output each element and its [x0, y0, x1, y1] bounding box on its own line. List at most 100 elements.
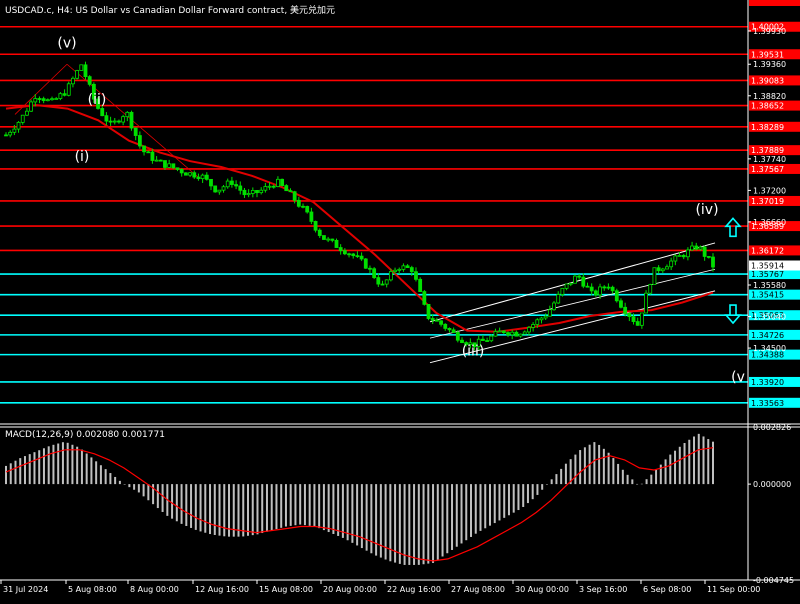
- candle-body: [481, 338, 485, 341]
- candle-body: [627, 313, 632, 318]
- macd-signal-line: [5, 447, 714, 562]
- candle-body: [376, 277, 381, 285]
- candle-body: [644, 292, 648, 314]
- macd-histogram-bar: [218, 484, 221, 536]
- macd-histogram-bar: [351, 484, 354, 543]
- candle-body: [418, 278, 423, 292]
- macd-histogram-bar: [417, 484, 420, 565]
- candle-body: [58, 93, 63, 99]
- candle-body: [602, 286, 607, 289]
- macd-histogram-bar: [564, 463, 567, 485]
- level-price-label: 1.35767: [751, 270, 784, 279]
- price-tick-label: 1.36660: [753, 218, 786, 227]
- candle-body: [510, 331, 515, 336]
- candle-body: [447, 328, 452, 331]
- top-edge-price-tag: [749, 0, 800, 6]
- candle-body: [37, 98, 42, 100]
- macd-histogram-bar: [123, 484, 126, 485]
- macd-histogram-bar: [299, 484, 302, 525]
- level-price-label: 1.37567: [751, 165, 784, 174]
- current-price-label: 1.35914: [751, 261, 784, 270]
- level-price-label: 1.37889: [751, 146, 784, 155]
- macd-histogram-bar: [313, 484, 316, 527]
- candle-body: [527, 327, 531, 333]
- macd-histogram-bar: [455, 484, 458, 547]
- candle-body: [150, 151, 155, 161]
- candle-body: [384, 279, 389, 285]
- candle-body: [91, 83, 96, 100]
- macd-histogram-bar: [451, 484, 454, 550]
- macd-histogram-bar: [19, 458, 22, 485]
- candle-body: [673, 255, 678, 262]
- macd-histogram-bar: [133, 484, 136, 490]
- candle-body: [121, 116, 126, 123]
- level-price-tag: [749, 21, 800, 32]
- level-price-tag: [749, 75, 800, 86]
- macd-histogram-bar: [626, 474, 629, 485]
- chart-title: USDCAD.c, H4: US Dollar vs Canadian Doll…: [5, 6, 336, 16]
- candle-body: [296, 199, 301, 207]
- candle-body: [71, 77, 75, 85]
- channel-middle-line[interactable]: [429, 268, 716, 339]
- macd-histogram-bar: [460, 484, 463, 544]
- level-price-tag: [749, 195, 800, 206]
- level-price-tag: [749, 310, 800, 321]
- candle-body: [96, 98, 100, 109]
- macd-histogram-bar: [650, 474, 653, 485]
- candle-body: [514, 331, 519, 337]
- macd-histogram-bar: [42, 448, 45, 485]
- candle-body: [83, 64, 88, 78]
- time-tick-label: 8 Aug 00:00: [130, 585, 179, 594]
- candle-body: [246, 193, 251, 196]
- macd-histogram-bar: [541, 484, 544, 490]
- macd-histogram-bar: [85, 453, 88, 485]
- time-tick-label: 11 Sep 00:00: [707, 585, 760, 594]
- macd-histogram-bar: [90, 457, 93, 485]
- macd-histogram-bar: [555, 474, 558, 485]
- candle-body: [301, 205, 305, 208]
- macd-histogram-bar: [322, 484, 325, 531]
- macd-histogram-bar: [137, 484, 140, 493]
- candle-body: [263, 186, 268, 191]
- candle-body: [204, 174, 209, 180]
- candle-body: [648, 284, 653, 294]
- candle-body: [639, 312, 644, 326]
- wave-label: (iv): [695, 202, 718, 218]
- channel-upper-line[interactable]: [429, 242, 716, 323]
- candle-body: [422, 291, 427, 305]
- macd-histogram-bar: [251, 484, 254, 536]
- candle-body: [255, 190, 259, 194]
- macd-histogram-bar: [237, 484, 240, 537]
- price-tick-label: 1.38820: [753, 92, 786, 101]
- macd-histogram-bar: [441, 484, 444, 557]
- level-price-label: 1.39083: [751, 76, 784, 85]
- candle-body: [493, 331, 498, 337]
- candle-body: [665, 266, 669, 270]
- candle-body: [669, 260, 674, 268]
- candle-body: [610, 286, 615, 292]
- macd-histogram-bar: [242, 484, 245, 537]
- candle-body: [598, 286, 602, 296]
- level-price-label: 1.40002: [751, 23, 784, 32]
- price-tick-label: 1.35040: [753, 313, 786, 322]
- level-price-label: 1.34726: [751, 331, 784, 340]
- candle-body: [45, 99, 50, 102]
- channel-lower-line[interactable]: [429, 290, 716, 364]
- time-tick-label: 31 Jul 2024: [3, 585, 48, 594]
- candle-body: [330, 238, 335, 241]
- candle-body: [631, 316, 636, 322]
- candle-body: [685, 249, 690, 258]
- macd-histogram-bar: [204, 484, 207, 533]
- time-tick-label: 15 Aug 08:00: [259, 585, 313, 594]
- candle-body: [501, 330, 506, 334]
- candle-body: [522, 331, 527, 335]
- macd-histogram-bar: [209, 484, 212, 535]
- candle-body: [409, 267, 414, 273]
- candle-body: [137, 135, 142, 147]
- level-price-label: 1.37019: [751, 197, 784, 206]
- macd-histogram-bar: [636, 483, 639, 485]
- wave-label: (i): [75, 149, 90, 165]
- candle-body: [167, 163, 172, 168]
